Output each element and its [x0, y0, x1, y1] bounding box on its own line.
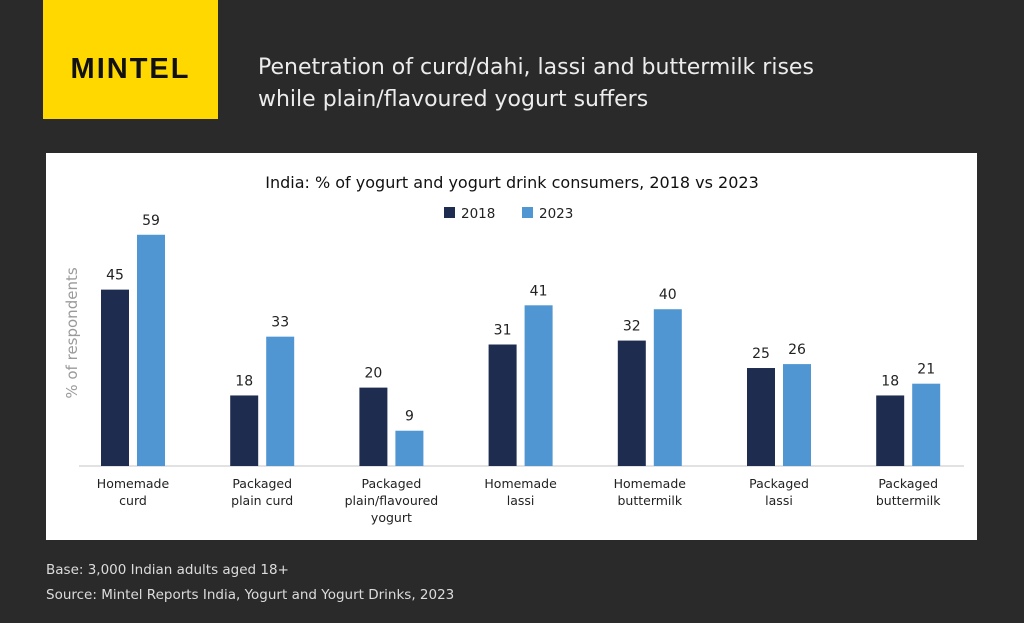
category-label-0: Homemade curd [97, 476, 170, 508]
y-axis-label: % of respondents [63, 267, 81, 398]
legend-swatch-2023 [522, 207, 533, 218]
legend-label-2023: 2023 [539, 206, 573, 222]
value-label-2023-1: 33 [271, 315, 289, 331]
category-label-5: Packaged lassi [749, 476, 809, 508]
bar-2023-5 [783, 364, 811, 466]
bar-2018-0 [101, 289, 129, 466]
bar-2018-3 [488, 344, 517, 466]
bar-2018-1 [230, 395, 259, 466]
bar-2023-1 [266, 336, 295, 466]
value-label-2018-1: 18 [235, 373, 253, 389]
category-label-2: Packaged plain/flavoured yogurt [345, 476, 439, 525]
headline-line-1: Penetration of curd/dahi, lassi and butt… [258, 55, 814, 80]
bar-2023-3 [524, 305, 553, 466]
value-label-2018-0: 45 [106, 268, 124, 284]
value-label-2023-2: 9 [405, 409, 414, 425]
headline: Penetration of curd/dahi, lassi and butt… [258, 52, 878, 116]
value-label-2023-4: 40 [659, 287, 677, 303]
value-label-2018-2: 20 [364, 366, 382, 382]
bars [101, 234, 941, 466]
bar-2018-2 [359, 387, 388, 466]
footer-base: Base: 3,000 Indian adults aged 18+ [46, 562, 289, 578]
value-label-2018-6: 18 [881, 373, 899, 389]
category-label-6: Packaged buttermilk [876, 476, 941, 508]
value-labels: 45 59 18 33 20 9 31 41 32 40 25 26 18 21 [106, 213, 935, 425]
logo-text: MINTEL [70, 53, 191, 85]
category-label-4: Homemade buttermilk [614, 476, 687, 508]
bar-chart: India: % of yogurt and yogurt drink cons… [63, 173, 964, 525]
footer-source: Source: Mintel Reports India, Yogurt and… [46, 587, 455, 603]
value-label-2023-6: 21 [917, 362, 935, 378]
value-label-2018-3: 31 [494, 323, 512, 339]
value-label-2018-4: 32 [623, 319, 641, 335]
chart-panel: India: % of yogurt and yogurt drink cons… [46, 153, 977, 540]
legend-swatch-2018 [444, 207, 455, 218]
value-label-2018-5: 25 [752, 346, 770, 362]
category-labels: Homemade curd Packaged plain curd Packaged pl… [97, 476, 941, 525]
value-label-2023-5: 26 [788, 342, 806, 358]
bar-2023-6 [912, 383, 941, 466]
legend-label-2018: 2018 [461, 206, 495, 222]
value-label-2023-3: 41 [530, 283, 548, 299]
bar-2023-0 [137, 234, 165, 466]
chart-title: India: % of yogurt and yogurt drink cons… [265, 173, 759, 192]
bar-2023-2 [395, 430, 424, 466]
mintel-logo: MINTEL [43, 0, 218, 119]
category-label-1: Packaged plain curd [231, 476, 293, 508]
value-label-2023-0: 59 [142, 213, 160, 229]
bar-2018-6 [876, 395, 905, 466]
bar-2018-4 [617, 340, 646, 466]
bar-2023-4 [653, 309, 682, 466]
category-label-3: Homemade lassi [484, 476, 557, 508]
headline-line-2: while plain/flavoured yogurt suffers [258, 87, 649, 112]
bar-2018-5 [747, 368, 775, 466]
legend: 2018 2023 [444, 206, 573, 222]
